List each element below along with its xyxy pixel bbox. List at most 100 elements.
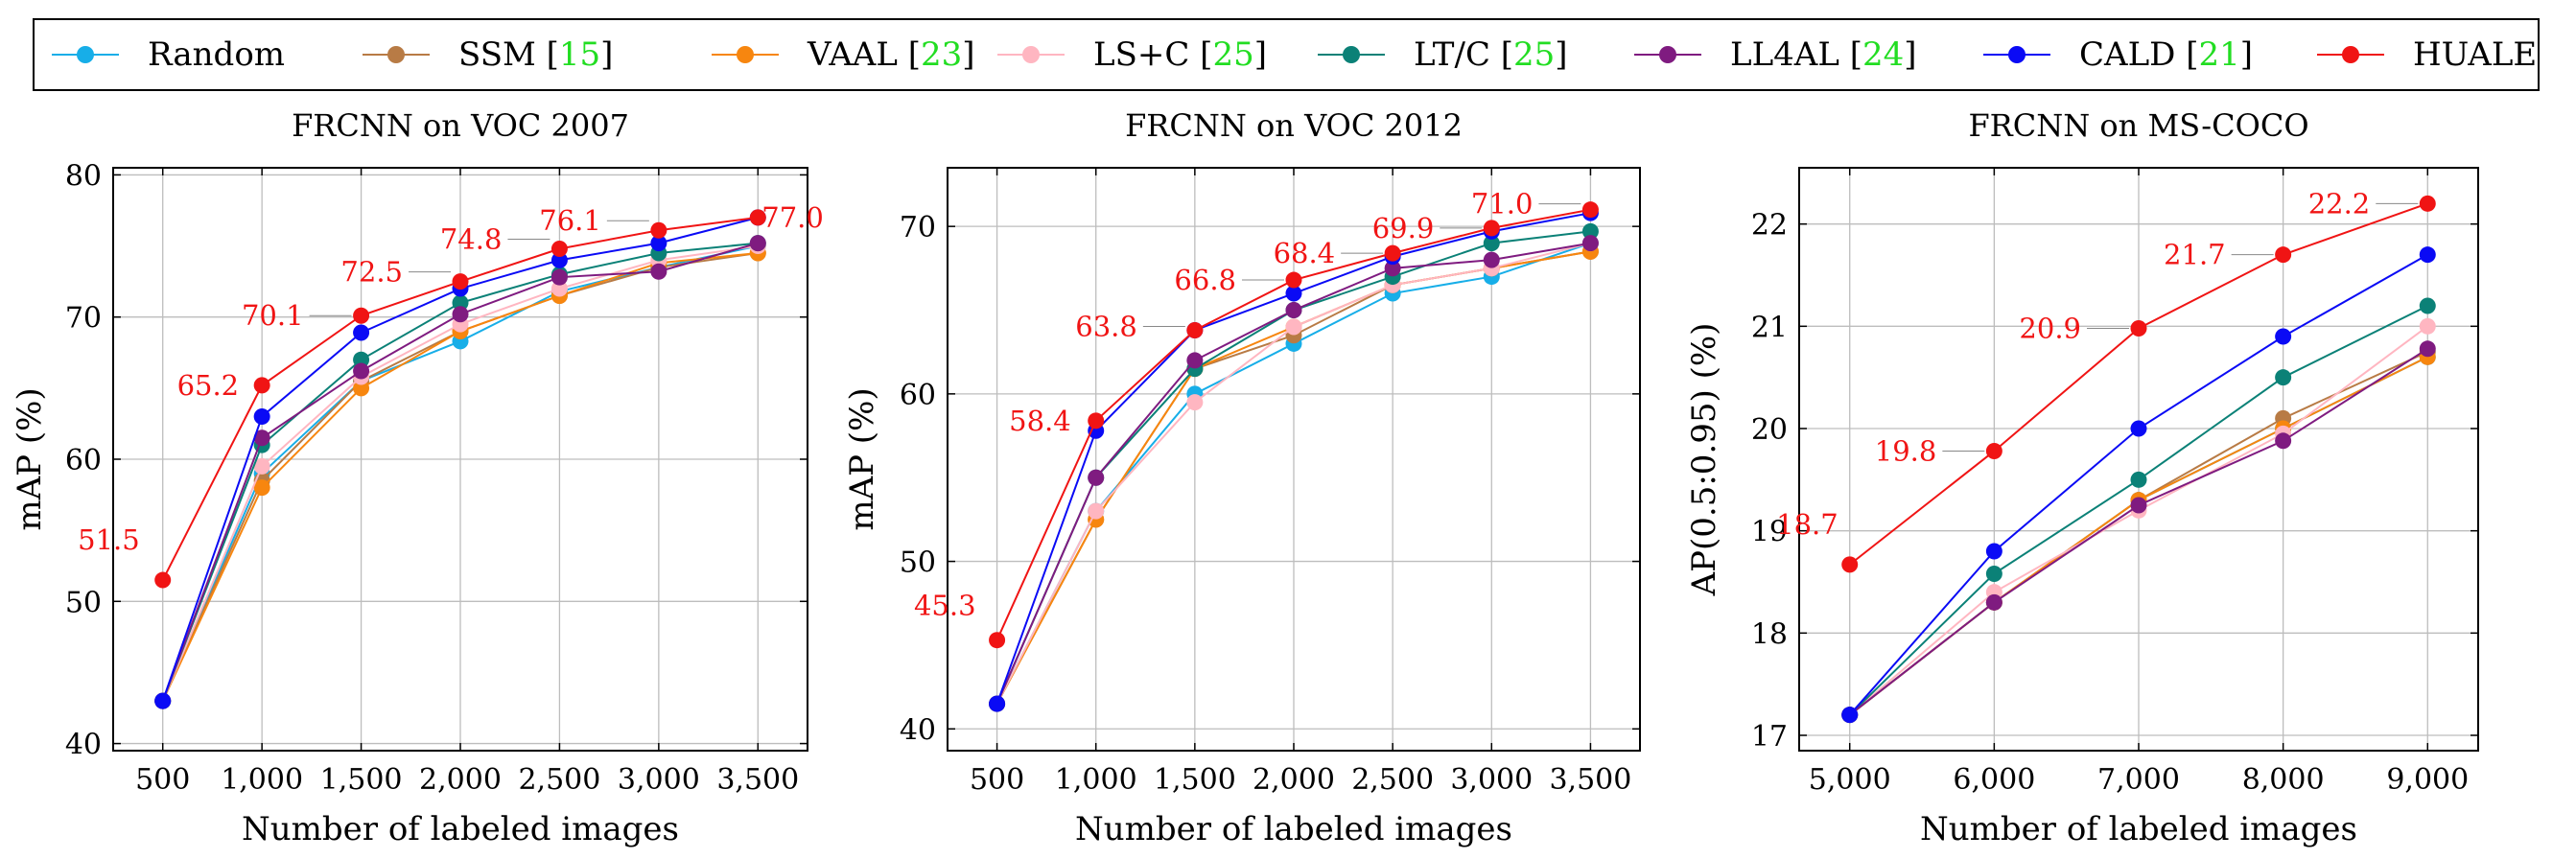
data-point — [353, 351, 370, 368]
legend-name: Random — [148, 35, 285, 74]
y-tick-label: 18 — [1751, 617, 1788, 651]
y-tick-label: 80 — [65, 159, 102, 193]
annotation-label: 21.7 — [2164, 239, 2226, 271]
data-point — [2419, 195, 2436, 212]
legend-marker — [2342, 46, 2359, 63]
legend-ref-open: [ — [1490, 35, 1513, 74]
data-point — [1841, 556, 1859, 573]
data-point — [353, 307, 370, 324]
annotation-label: 70.1 — [242, 299, 304, 332]
data-point — [452, 294, 469, 312]
legend-name: LT/C — [1414, 35, 1490, 74]
legend-marker — [387, 46, 405, 63]
x-tick-label: 500 — [970, 763, 1024, 797]
legend-name: SSM — [458, 35, 536, 74]
x-tick-label: 1,000 — [1055, 763, 1137, 797]
legend-ref-open: [ — [1189, 35, 1212, 74]
data-point — [1186, 394, 1204, 411]
data-point — [989, 632, 1006, 649]
data-point — [1483, 220, 1500, 237]
legend-marker — [1343, 46, 1360, 63]
annotation-label: 71.0 — [1471, 188, 1534, 221]
x-tick-label: 6,000 — [1953, 763, 2035, 797]
data-point — [1384, 260, 1401, 277]
data-point — [253, 479, 270, 497]
x-tick-label: 2,000 — [1253, 763, 1335, 797]
data-point — [1483, 235, 1500, 252]
y-tick-label: 50 — [900, 546, 936, 580]
chart-title: FRCNN on VOC 2012 — [1125, 107, 1463, 144]
annotation-label: 72.5 — [340, 256, 403, 289]
data-point — [253, 377, 270, 394]
legend-marker — [737, 46, 754, 63]
data-point — [2419, 246, 2436, 264]
data-point — [1384, 244, 1401, 262]
legend-ref-open: [ — [898, 35, 921, 74]
legend-entry-ll4al: LL4AL [24] — [1634, 35, 1917, 74]
x-tick-label: 9,000 — [2386, 763, 2469, 797]
annotation-label: 19.8 — [1875, 434, 1937, 467]
legend-label: Random — [148, 35, 285, 74]
data-point — [1581, 201, 1599, 219]
data-point — [253, 430, 270, 447]
y-tick-label: 17 — [1751, 720, 1788, 754]
data-point — [2130, 471, 2147, 488]
data-point — [2130, 420, 2147, 437]
annotation-label: 63.8 — [1075, 310, 1137, 342]
data-point — [550, 241, 568, 258]
data-point — [1088, 502, 1105, 520]
legend-label: VAAL [23] — [807, 35, 975, 74]
legend-ref-number: 15 — [559, 35, 600, 74]
legend-ref-close: ] — [1555, 35, 1567, 74]
data-point — [1985, 593, 2002, 611]
data-point — [353, 380, 370, 397]
legend-name: LL4AL — [1730, 35, 1839, 74]
legend-label: SSM [15] — [458, 35, 613, 74]
data-point — [2130, 319, 2147, 337]
y-tick-label: 60 — [65, 444, 102, 477]
grid — [1799, 168, 2478, 751]
x-tick-label: 2,000 — [419, 763, 502, 797]
data-point — [2275, 246, 2292, 264]
y-tick-label: 22 — [1751, 209, 1788, 243]
annotation-label: 77.0 — [761, 201, 824, 234]
x-tick-label: 7,000 — [2097, 763, 2180, 797]
x-tick-label: 3,500 — [716, 763, 799, 797]
x-tick-label: 1,000 — [221, 763, 303, 797]
annotation-label: 22.2 — [2308, 187, 2371, 220]
data-point — [550, 251, 568, 268]
legend-marker — [1022, 46, 1040, 63]
legend-ref-number: 21 — [2198, 35, 2239, 74]
legend-label: CALD [21] — [2079, 35, 2253, 74]
x-tick-label: 2,500 — [518, 763, 600, 797]
legend-label: HUALE — [2413, 35, 2537, 74]
y-tick-label: 19 — [1751, 516, 1788, 549]
data-point — [749, 209, 766, 226]
legend-ref-close: ] — [962, 35, 974, 74]
annotation-label: 69.9 — [1372, 212, 1435, 244]
legend-ref-close: ] — [1904, 35, 1916, 74]
chart-1: 500 1,000 1,500 2,000 2,500 3,000 3,500 40 50 60 7… — [11, 107, 824, 848]
data-point — [1088, 469, 1105, 486]
x-tick-label: 5,000 — [1809, 763, 1891, 797]
data-point — [452, 306, 469, 323]
x-tick-label: 3,500 — [1549, 763, 1631, 797]
legend-name: HUALE — [2413, 35, 2537, 74]
data-point — [749, 235, 766, 252]
legend-ref-close: ] — [600, 35, 613, 74]
legend-ref-close: ] — [2240, 35, 2253, 74]
chart-2: 500 1,000 1,500 2,000 2,500 3,000 3,500 40 50 60 7… — [843, 107, 1641, 848]
data-point — [989, 695, 1006, 712]
annotation-label: 51.5 — [78, 523, 140, 556]
annotation-label: 65.2 — [177, 369, 240, 402]
data-point — [253, 457, 270, 475]
y-tick-label: 20 — [1751, 413, 1788, 447]
data-point — [1285, 302, 1302, 319]
legend-ref-number: 25 — [1212, 35, 1253, 74]
data-point — [650, 221, 667, 239]
annotation-label: 68.4 — [1274, 237, 1336, 269]
data-point — [1285, 285, 1302, 302]
y-tick-label: 50 — [65, 586, 102, 619]
data-point — [2275, 369, 2292, 386]
data-point — [650, 235, 667, 252]
